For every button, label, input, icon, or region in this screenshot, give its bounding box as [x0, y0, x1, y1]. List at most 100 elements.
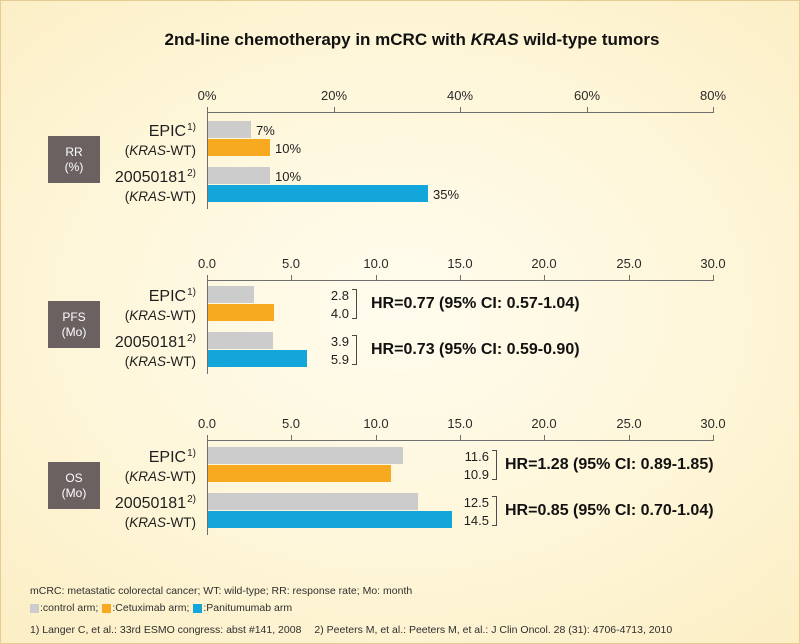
legend-item-panitumumab-arm: :Panitumumab arm — [193, 601, 292, 615]
x-axis-line — [207, 280, 714, 281]
category-subtitle-open: ( — [124, 515, 130, 530]
category-subtitle-open: ( — [124, 354, 130, 369]
bar-value-label: 35% — [433, 187, 460, 202]
category-footnote-ref: 1) — [187, 287, 196, 298]
bar-value-label: 2.8 — [330, 288, 349, 303]
hazard-ratio-label: HR=0.73 (95% CI: 0.59-0.90) — [371, 341, 580, 358]
bar-value-label: 7% — [256, 123, 275, 138]
category-name: EPIC — [148, 123, 187, 140]
category-subtitle-close: -WT) — [166, 308, 196, 323]
x-tick-mark — [207, 275, 208, 280]
x-tick-label: 80% — [699, 88, 727, 103]
category-subtitle-italic: KRAS — [129, 308, 167, 323]
bar-panitumumab-arm — [208, 185, 428, 202]
bar-value-label: 10% — [275, 169, 302, 184]
bar-cetuximab-arm — [208, 465, 391, 482]
x-tick-mark — [376, 275, 377, 280]
x-tick-label: 5.0 — [281, 416, 301, 431]
bar-cetuximab-arm — [208, 304, 274, 321]
x-tick-mark — [460, 275, 461, 280]
x-tick-mark — [713, 275, 714, 280]
y-axis-line — [207, 107, 208, 209]
category-name-line: 200501812) — [114, 333, 196, 353]
category-subtitle-line: (KRAS-WT) — [125, 307, 196, 324]
x-tick-mark — [334, 107, 335, 112]
x-tick-label: 20% — [320, 88, 348, 103]
hazard-ratio-label: HR=0.85 (95% CI: 0.70-1.04) — [505, 502, 714, 519]
measure-label-name: OS — [65, 470, 83, 485]
x-tick-mark — [207, 107, 208, 112]
bar-value-label: 11.6 — [464, 449, 489, 464]
legend-label-control-arm: :control arm; — [40, 602, 99, 614]
x-tick-label: 5.0 — [281, 256, 301, 271]
bar-control-arm — [208, 332, 273, 349]
x-tick-label: 30.0 — [700, 256, 726, 271]
hr-bracket — [352, 335, 357, 365]
x-tick-label: 0% — [197, 88, 217, 103]
category-label: EPIC1) (KRAS-WT) — [125, 448, 196, 485]
category-name: EPIC — [148, 288, 187, 305]
x-tick-mark — [376, 435, 377, 440]
category-subtitle-line: (KRAS-WT) — [125, 142, 196, 159]
legend-swatch-cetuximab-arm — [102, 603, 112, 613]
category-label: EPIC1) (KRAS-WT) — [125, 122, 196, 159]
category-label: 200501812) (KRAS-WT) — [114, 168, 196, 205]
category-subtitle-italic: KRAS — [129, 354, 167, 369]
category-subtitle-open: ( — [124, 308, 130, 323]
bar-control-arm — [208, 493, 418, 510]
category-name-line: 200501812) — [115, 494, 196, 514]
category-name-line: EPIC1) — [125, 287, 196, 307]
measure-label-name: PFS — [62, 309, 86, 324]
category-name-line: EPIC1) — [125, 122, 196, 142]
bar-value-label: 10% — [275, 141, 302, 156]
category-footnote-ref: 2) — [187, 168, 196, 179]
bar-control-arm — [208, 286, 254, 303]
hazard-ratio-label: HR=1.28 (95% CI: 0.89-1.85) — [505, 456, 714, 473]
legend: :control arm; :Cetuximab arm; :Panitumum… — [30, 601, 296, 615]
measure-label-box: RR (%) — [48, 136, 100, 183]
x-tick-label: 25.0 — [616, 256, 642, 271]
bar-value-label: 3.9 — [330, 334, 349, 349]
category-footnote-ref: 1) — [187, 122, 196, 133]
x-tick-label: 15.0 — [447, 416, 473, 431]
category-name: 20050181 — [114, 169, 187, 186]
category-subtitle-line: (KRAS-WT) — [125, 468, 196, 485]
category-label: EPIC1) (KRAS-WT) — [125, 287, 196, 324]
bar-value-label: 12.5 — [463, 495, 489, 510]
x-axis-line — [207, 112, 714, 113]
x-tick-mark — [587, 107, 588, 112]
measure-label-unit: (Mo) — [61, 324, 87, 339]
legend-label-panitumumab-arm: :Panitumumab arm — [203, 602, 293, 614]
y-axis-line — [207, 435, 208, 535]
category-name-line: EPIC1) — [125, 448, 196, 468]
y-axis-line — [207, 275, 208, 374]
x-tick-label: 20.0 — [531, 256, 557, 271]
x-tick-label: 0.0 — [197, 416, 217, 431]
title-text-italic: KRAS — [470, 30, 519, 49]
category-footnote-ref: 2) — [187, 333, 196, 344]
x-tick-label: 10.0 — [363, 416, 389, 431]
hr-bracket — [492, 450, 497, 480]
measure-label-unit: (Mo) — [61, 485, 87, 500]
bar-control-arm — [208, 121, 251, 138]
x-tick-mark — [460, 435, 461, 440]
category-subtitle-line: (KRAS-WT) — [115, 188, 196, 205]
category-subtitle-line: (KRAS-WT) — [115, 514, 196, 531]
title-text-end: wild-type tumors — [518, 30, 660, 49]
category-name: 20050181 — [114, 334, 187, 351]
hr-bracket — [352, 289, 357, 319]
bar-value-label: 5.9 — [330, 352, 349, 367]
category-subtitle-close: -WT) — [166, 469, 196, 484]
hazard-ratio-label: HR=0.77 (95% CI: 0.57-1.04) — [371, 295, 580, 312]
x-tick-label: 20.0 — [531, 416, 557, 431]
category-name-line: 200501812) — [114, 168, 196, 188]
measure-label-box: PFS (Mo) — [48, 301, 100, 348]
legend-swatch-control-arm — [30, 603, 39, 613]
category-label: 200501812) (KRAS-WT) — [115, 494, 196, 531]
x-tick-label: 15.0 — [447, 256, 473, 271]
category-subtitle-close: -WT) — [166, 354, 196, 369]
